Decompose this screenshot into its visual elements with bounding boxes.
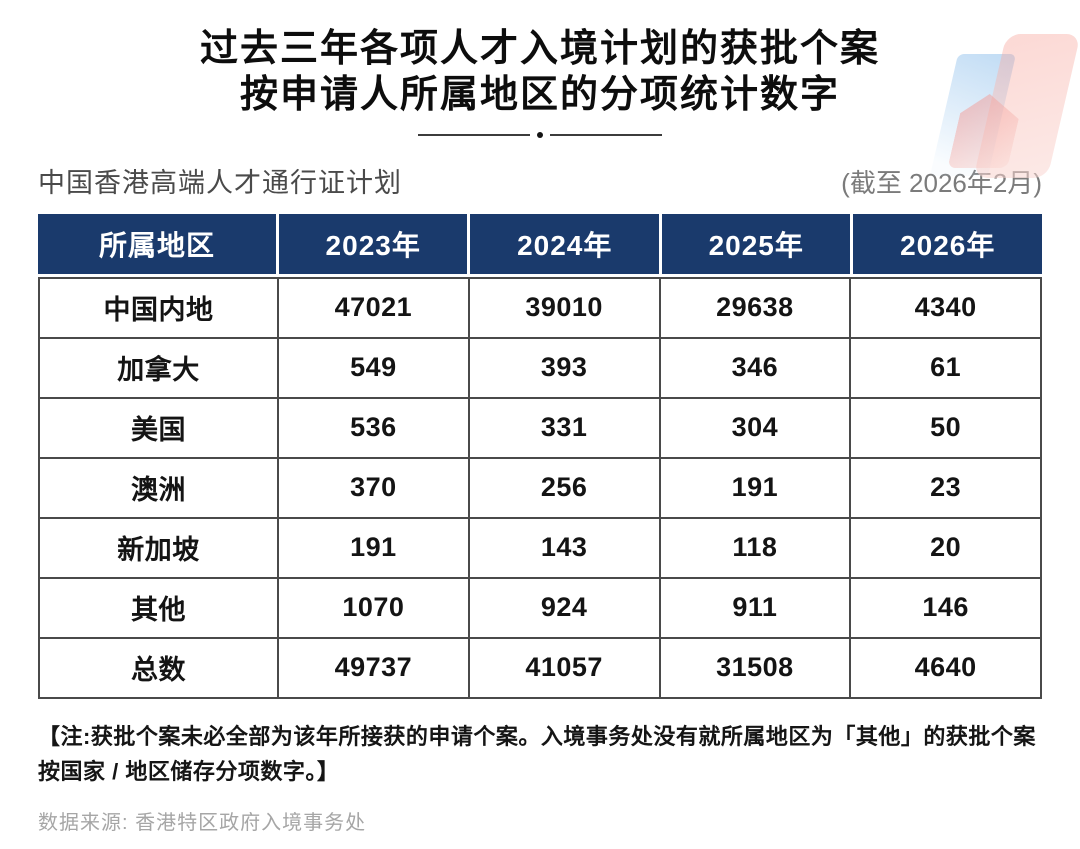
value-cell: 370 xyxy=(279,458,468,517)
region-cell: 新加坡 xyxy=(40,518,277,577)
value-cell: 191 xyxy=(279,518,468,577)
value-cell: 23 xyxy=(851,458,1040,517)
source-label: 数据来源: 香港特区政府入境事务处 xyxy=(38,812,367,835)
approvals-table: 所属地区 2023年 2024年 2025年 2026年 中国内地 47021 … xyxy=(38,213,1042,699)
region-cell: 中国内地 xyxy=(40,278,277,337)
region-cell: 澳洲 xyxy=(40,458,277,517)
value-cell: 146 xyxy=(851,578,1040,637)
value-cell: 4340 xyxy=(851,278,1040,337)
divider-line-left xyxy=(418,133,530,136)
value-cell: 393 xyxy=(469,338,659,397)
page-title-line1: 过去三年各项人才入境计划的获批个案 xyxy=(199,28,880,70)
value-cell: 536 xyxy=(279,398,468,457)
value-cell-total: 31508 xyxy=(660,638,850,697)
page-title-line2: 按申请人所属地区的分项统计数字 xyxy=(239,74,840,117)
as-of-date-label: (截至 2026年2月) xyxy=(841,167,1042,198)
divider-dot-icon xyxy=(537,131,543,138)
value-cell: 191 xyxy=(660,458,850,517)
value-cell: 304 xyxy=(660,398,850,457)
region-cell-total: 总数 xyxy=(40,638,277,697)
value-cell: 1070 xyxy=(279,578,468,637)
value-cell: 47021 xyxy=(279,278,468,337)
value-cell: 256 xyxy=(469,458,659,517)
footnote: 【注:获批个案未必全部为该年所接获的申请个案。入境事务处没有就所属地区为「其他」… xyxy=(38,723,1036,784)
col-header-2026: 2026年 xyxy=(853,213,1042,274)
region-cell: 其他 xyxy=(40,578,277,637)
scheme-label: 中国香港高端人才通行证计划 xyxy=(38,167,402,198)
value-cell: 924 xyxy=(469,578,659,637)
value-cell: 118 xyxy=(660,518,850,577)
value-cell: 911 xyxy=(660,578,850,637)
value-cell: 549 xyxy=(279,338,468,397)
value-cell: 29638 xyxy=(660,278,850,337)
page-title: 过去三年各项人才入境计划的获批个案 按申请人所属地区的分项统计数字 xyxy=(60,26,1020,119)
value-cell: 143 xyxy=(469,518,659,577)
title-divider xyxy=(0,131,1080,138)
subheader: 中国香港高端人才通行证计划 (截至 2026年2月) xyxy=(38,161,1042,200)
value-cell-total: 4640 xyxy=(851,638,1040,697)
region-cell: 美国 xyxy=(40,398,277,457)
value-cell-total: 41057 xyxy=(469,638,659,697)
col-header-2025: 2025年 xyxy=(661,213,851,274)
col-header-2023: 2023年 xyxy=(278,213,468,274)
value-cell: 20 xyxy=(851,518,1040,577)
col-header-2024: 2024年 xyxy=(470,213,659,274)
value-cell: 346 xyxy=(660,338,850,397)
value-cell: 50 xyxy=(851,398,1040,457)
divider-line-right xyxy=(550,133,662,136)
table-header-row: 所属地区 2023年 2024年 2025年 2026年 xyxy=(38,213,1042,274)
value-cell: 39010 xyxy=(469,278,659,337)
table-body: 中国内地 47021 39010 29638 4340 加拿大 549 393 … xyxy=(38,276,1042,699)
col-header-region: 所属地区 xyxy=(38,213,276,274)
value-cell-total: 49737 xyxy=(279,638,468,697)
value-cell: 331 xyxy=(469,398,659,457)
value-cell: 61 xyxy=(851,338,1040,397)
region-cell: 加拿大 xyxy=(40,338,277,397)
